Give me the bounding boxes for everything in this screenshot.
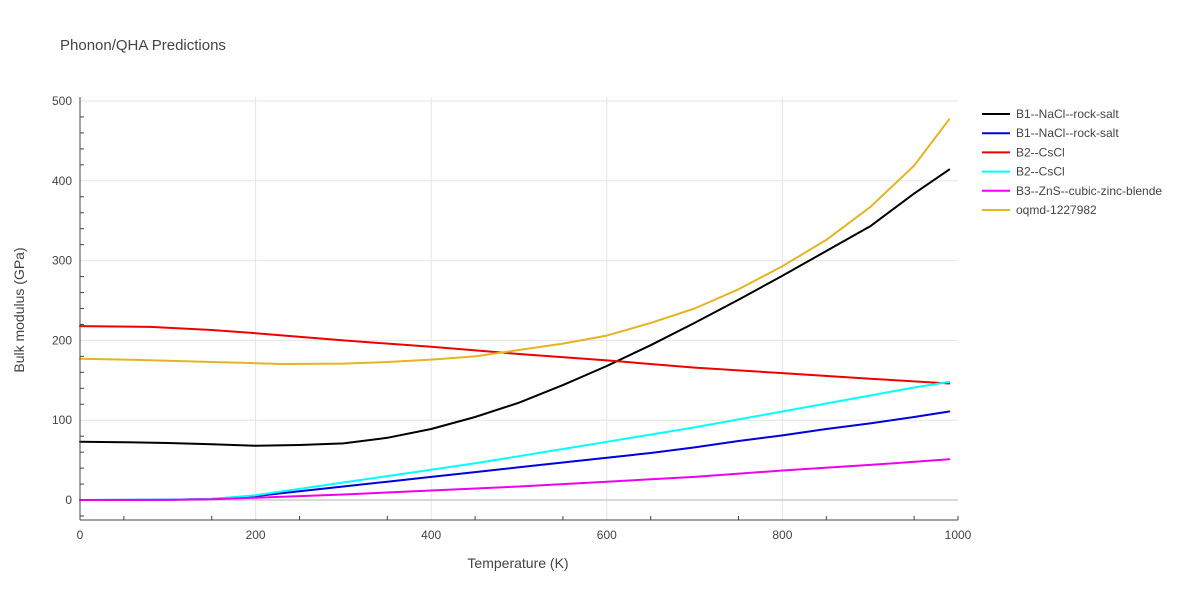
y-tick-label: 300 bbox=[52, 254, 72, 268]
x-tick-label: 800 bbox=[772, 528, 792, 542]
legend-item-5[interactable]: oqmd-1227982 bbox=[982, 203, 1097, 217]
series-line-0[interactable] bbox=[79, 168, 951, 447]
legend[interactable]: B1--NaCl--rock-salt B1--NaCl--rock-salt B2… bbox=[982, 107, 1162, 217]
y-tick-label: 100 bbox=[52, 413, 72, 427]
grid bbox=[80, 97, 958, 520]
legend-label: B2--CsCl bbox=[1016, 145, 1065, 159]
legend-label: B1--NaCl--rock-salt bbox=[1016, 126, 1119, 140]
series-line-5[interactable] bbox=[79, 118, 951, 365]
legend-item-0[interactable]: B1--NaCl--rock-salt bbox=[982, 107, 1119, 121]
legend-label: B1--NaCl--rock-salt bbox=[1016, 107, 1119, 121]
y-axis-title: Bulk modulus (GPa) bbox=[11, 247, 27, 372]
x-tick-label: 200 bbox=[246, 528, 266, 542]
y-tick-label: 0 bbox=[65, 493, 72, 507]
y-tick-label: 400 bbox=[52, 174, 72, 188]
legend-item-3[interactable]: B2--CsCl bbox=[982, 165, 1065, 179]
y-tick-label: 200 bbox=[52, 333, 72, 347]
x-tick-label: 0 bbox=[77, 528, 84, 542]
legend-item-1[interactable]: B1--NaCl--rock-salt bbox=[982, 126, 1119, 140]
x-tick-label: 400 bbox=[421, 528, 441, 542]
axes: 0 200 400 600 800 1000 0 100 200 300 400 500 bbox=[52, 94, 972, 542]
legend-item-2[interactable]: B2--CsCl bbox=[982, 145, 1065, 159]
y-tick-label: 500 bbox=[52, 94, 72, 108]
x-axis-title: Temperature (K) bbox=[467, 555, 568, 571]
series-line-4[interactable] bbox=[79, 458, 951, 501]
plot-area[interactable] bbox=[79, 118, 951, 501]
series-line-3[interactable] bbox=[79, 380, 951, 501]
series-line-2[interactable] bbox=[79, 325, 951, 385]
legend-label: B2--CsCl bbox=[1016, 165, 1065, 179]
x-tick-label: 1000 bbox=[945, 528, 972, 542]
legend-item-4[interactable]: B3--ZnS--cubic-zinc-blende bbox=[982, 184, 1162, 198]
x-tick-label: 600 bbox=[597, 528, 617, 542]
chart-title: Phonon/QHA Predictions bbox=[60, 37, 226, 54]
legend-label: oqmd-1227982 bbox=[1016, 203, 1097, 217]
legend-label: B3--ZnS--cubic-zinc-blende bbox=[1016, 184, 1162, 198]
series-line-1[interactable] bbox=[79, 410, 951, 501]
